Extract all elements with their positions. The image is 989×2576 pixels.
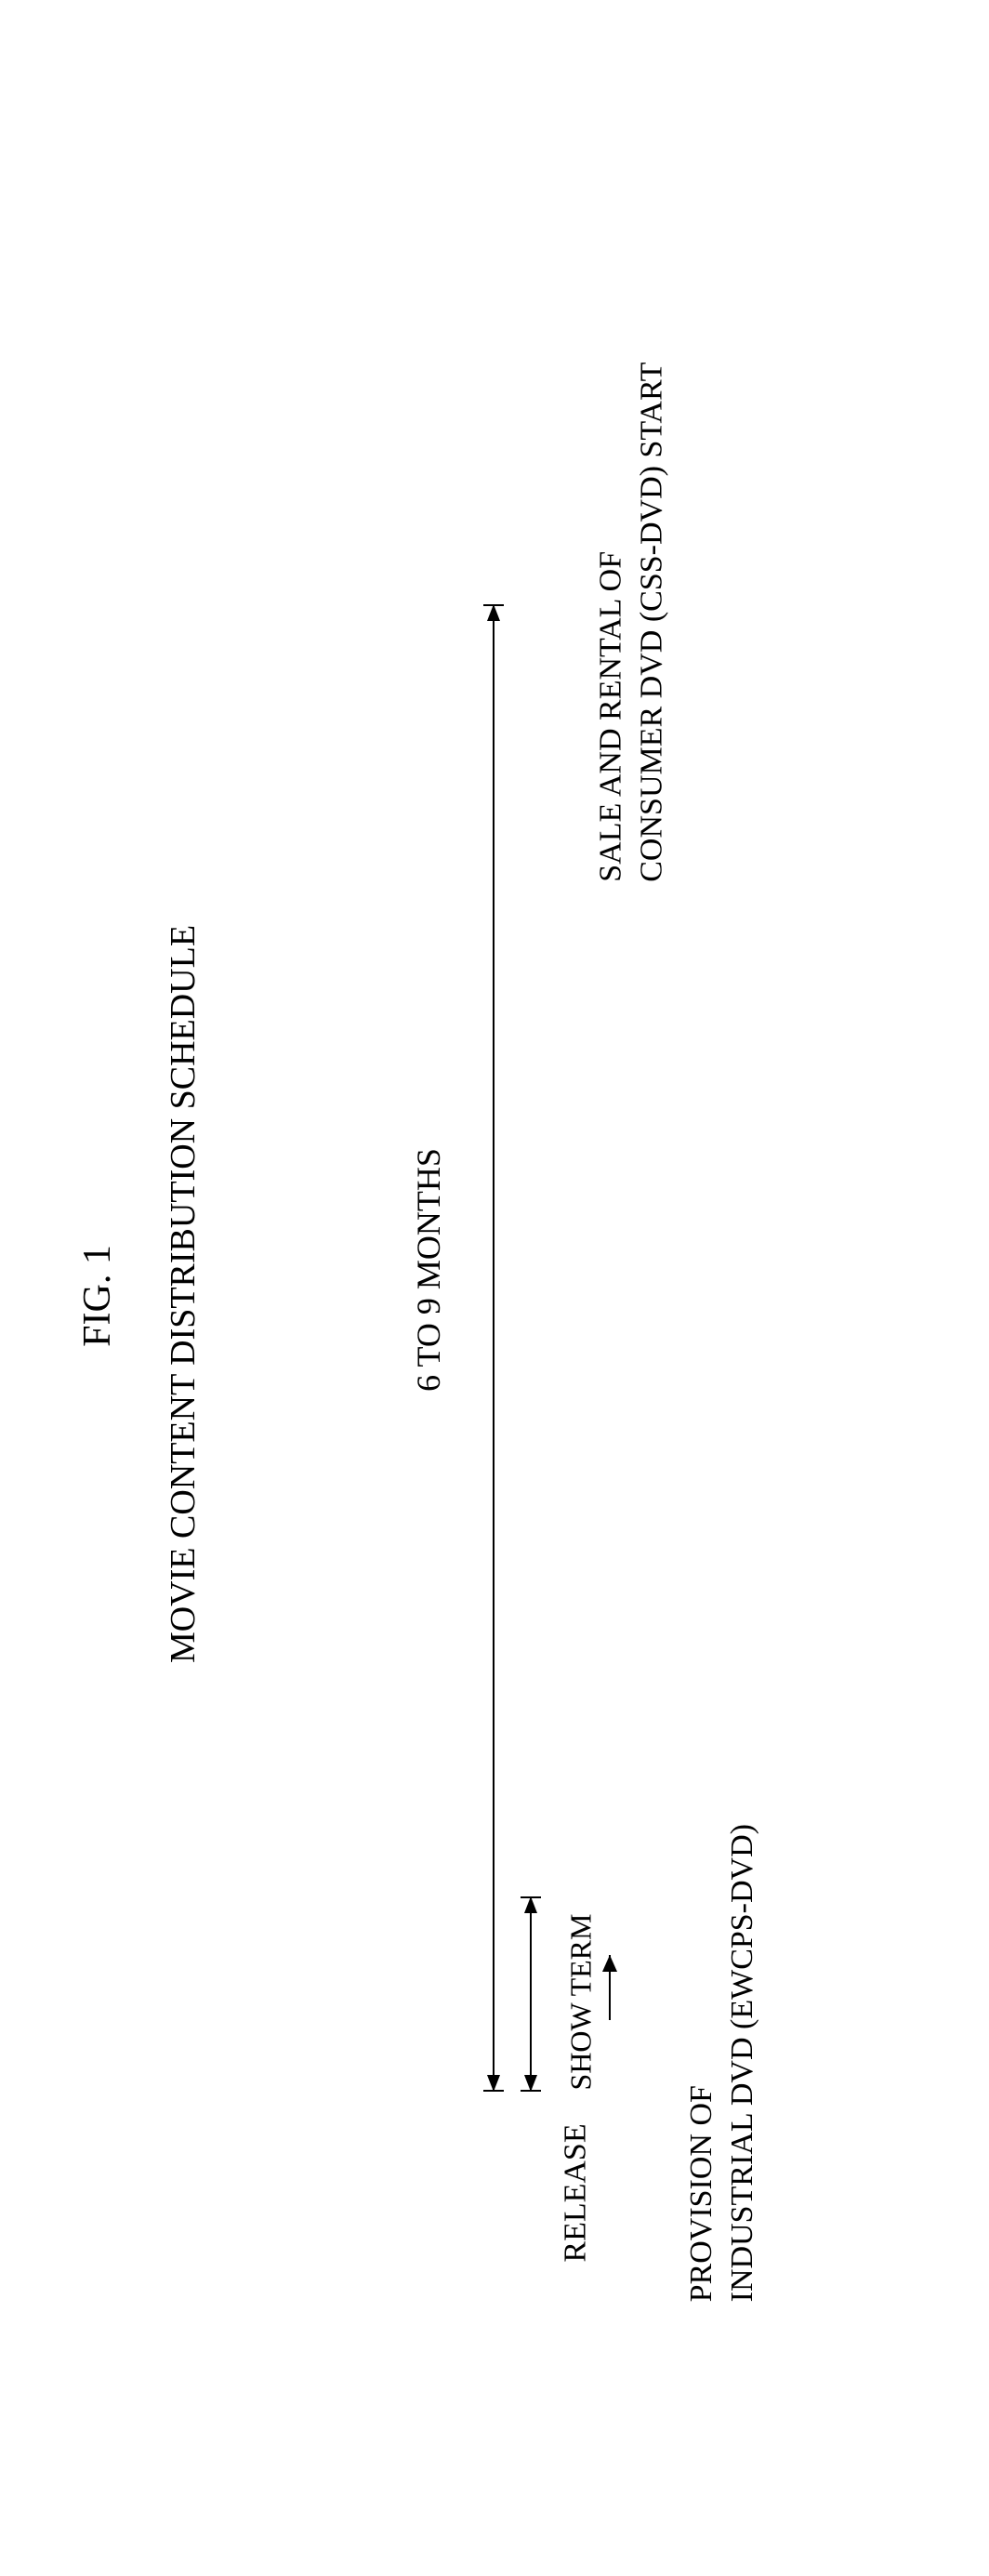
sale-line1: SALE AND RENTAL OF (593, 551, 627, 882)
provision-label: PROVISION OF INDUSTRIAL DVD (EWCPS-DVD) (681, 1824, 763, 2302)
release-label: RELEASE (559, 2123, 594, 2262)
main-title: MOVIE CONTENT DISTRIBUTION SCHEDULE (163, 925, 204, 1663)
timeline-arrowhead-end (487, 604, 500, 621)
timeline-start-tick (483, 2090, 504, 2092)
show-term-label: SHOW TERM (563, 1914, 598, 2091)
sale-label: SALE AND RENTAL OF CONSUMER DVD (CSS-DVD… (590, 363, 672, 882)
provision-line1: PROVISION OF (684, 2085, 719, 2302)
provision-line2: INDUSTRIAL DVD (EWCPS-DVD) (725, 1824, 759, 2302)
sale-line2: CONSUMER DVD (CSS-DVD) START (635, 363, 669, 882)
duration-label: 6 TO 9 MONTHS (409, 1148, 448, 1392)
timeline-main-line (493, 604, 494, 2092)
show-term-arrowhead-end (524, 1896, 537, 1913)
show-term-line (530, 1896, 532, 2092)
provision-arrow-head (602, 1955, 617, 1972)
show-term-start-tick (521, 2090, 541, 2092)
figure-label: FIG. 1 (75, 1245, 120, 1347)
